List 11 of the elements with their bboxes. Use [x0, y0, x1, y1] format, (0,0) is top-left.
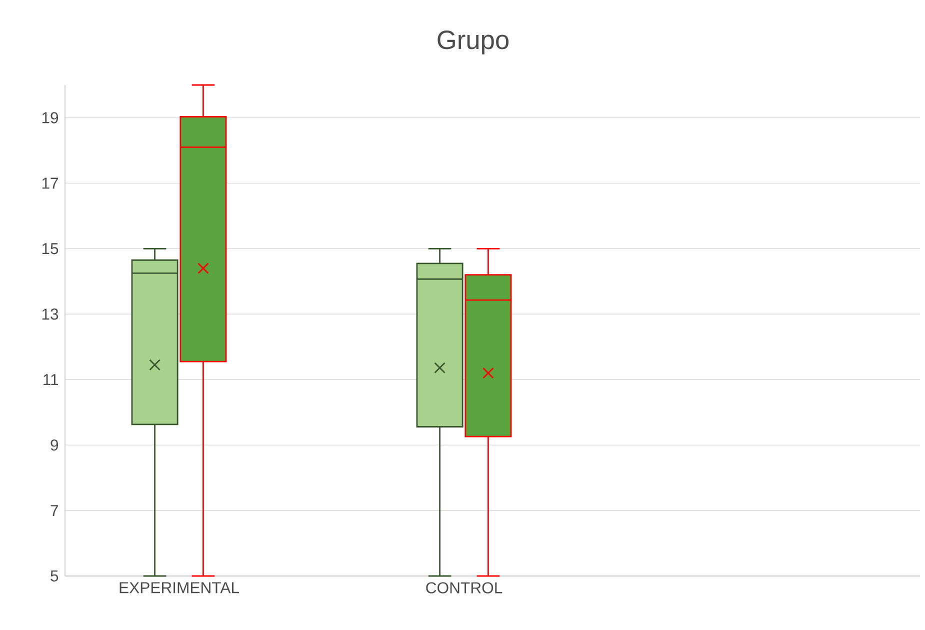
y-tick-label: 7: [50, 505, 58, 516]
x-tick-label: CONTROL: [426, 582, 502, 594]
y-tick-label: 9: [50, 439, 58, 451]
y-tick-label: 13: [42, 308, 58, 320]
y-tick-label: 11: [44, 374, 58, 386]
chart-title: Grupo: [438, 30, 509, 54]
y-tick-label: 5: [50, 570, 58, 582]
y-tick-label: 19: [42, 112, 58, 124]
y-tick-label: 17: [42, 178, 58, 189]
y-tick-label: 15: [42, 243, 58, 254]
x-tick-label: EXPERIMENTAL: [120, 582, 239, 594]
